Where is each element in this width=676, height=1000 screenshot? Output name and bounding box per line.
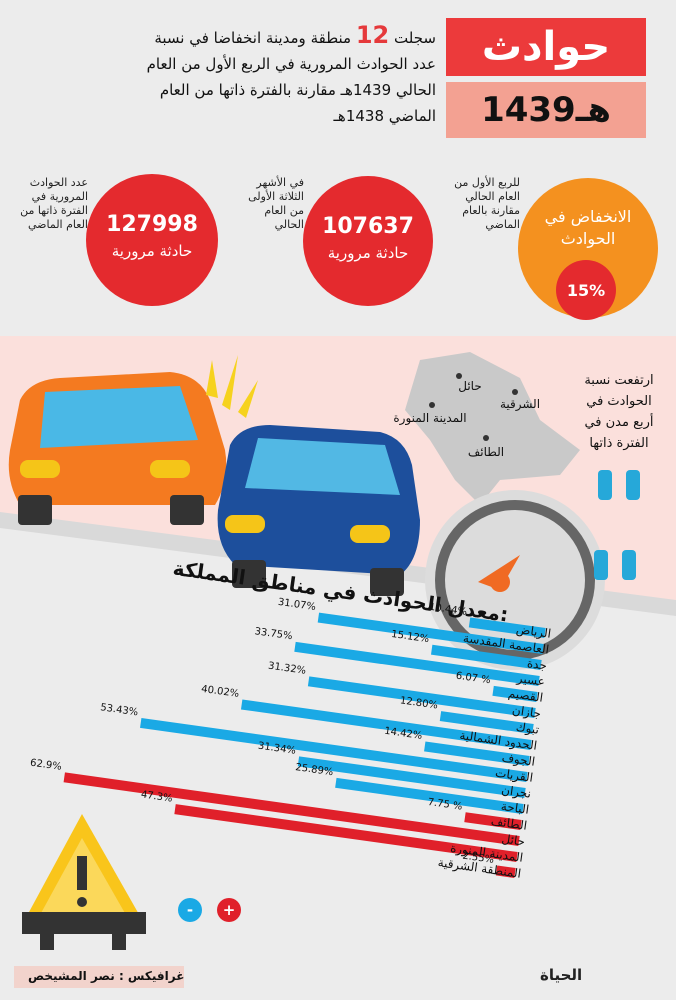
- bar-label-12: 7.75 %: [427, 797, 463, 813]
- map-city-sharqiya: الشرقية: [500, 397, 540, 412]
- year-banner: 1439هـ: [446, 82, 646, 138]
- headline-before: سجلت: [394, 29, 436, 47]
- map-city-madinah: المدينة المنورة: [393, 411, 466, 426]
- decline-note: للربع الأول من العام الحالي مقارنة بالعا…: [454, 176, 520, 231]
- bar-1: [317, 612, 544, 654]
- bar-label-1: 31.07%: [277, 597, 316, 613]
- bar-10: [297, 756, 526, 798]
- bar-label-11: 25.89%: [295, 762, 334, 778]
- blue-car-icon: [217, 425, 420, 596]
- bar-label-14: 47.3%: [140, 789, 173, 804]
- map-city-taif: الطائف: [468, 445, 504, 459]
- current-note: عدد الحوادث المرورية في الفترة ذاتها من …: [20, 176, 88, 231]
- credit-text: غرافيكس : نصر المشيخص: [28, 969, 185, 983]
- bar-label-13: 62.9%: [29, 758, 62, 773]
- title-banner: حوادث: [446, 18, 646, 76]
- previous-total-circle: 107637 حادثة مرورية: [303, 176, 433, 306]
- category-label-10: نجران: [500, 783, 532, 802]
- category-label-5: جازان: [511, 703, 542, 722]
- celebrating-people-icon: [594, 470, 640, 580]
- credit-bar: [14, 966, 184, 988]
- bar-5: [307, 676, 536, 718]
- bar-13: [63, 772, 520, 846]
- category-label-9: القريات: [494, 766, 534, 786]
- rise-note: ارتفعت نسبة الحوادث في أربع مدن في الفتر…: [584, 373, 654, 451]
- category-label-0: الرياض: [515, 622, 552, 642]
- previous-value: 107637: [322, 214, 414, 239]
- legend-plus-label: +: [223, 901, 236, 919]
- legend-plus-icon: [217, 898, 241, 922]
- decline-value: 15%: [566, 280, 606, 300]
- legend-minus-icon: [178, 898, 202, 922]
- bar-label-8: 14.42%: [384, 726, 423, 742]
- category-label-12: الطائف: [490, 814, 528, 833]
- map-city-hail: حائل: [458, 379, 482, 393]
- previous-unit: حادثة مرورية: [327, 244, 409, 262]
- headline-after: منطقة ومدينة انخفاضا في نسبة عدد الحوادث…: [146, 29, 436, 125]
- bar-7: [240, 699, 532, 750]
- bar-label-3: 33.75%: [254, 626, 293, 642]
- bar-14: [174, 804, 518, 862]
- saudi-map-icon: [405, 352, 580, 505]
- bar-label-15: 2.55%: [462, 851, 495, 866]
- bar-3: [294, 641, 540, 686]
- page-title: حوادث: [481, 24, 611, 70]
- current-value: 127998: [106, 212, 198, 237]
- crash-spark-icon: [206, 355, 258, 418]
- bar-4: [492, 685, 538, 702]
- category-label-3: عسير: [515, 671, 546, 690]
- bar-8: [424, 741, 530, 766]
- bar-label-6: 12.80%: [399, 695, 438, 711]
- bar-15: [495, 865, 516, 878]
- current-unit: حادثة مرورية: [111, 242, 193, 260]
- headline: سجلت 12 منطقة ومدينة انخفاضا في نسبة عدد…: [140, 22, 436, 129]
- category-label-6: تبوك: [515, 720, 540, 738]
- bar-label-7: 40.02%: [200, 684, 239, 700]
- bar-label-10: 31.34%: [257, 741, 296, 757]
- decline-value-circle: 15%: [556, 260, 616, 320]
- bar-label-9: 53.43%: [100, 702, 139, 718]
- category-label-8: الجوف: [501, 750, 536, 769]
- orange-car-icon: [8, 372, 227, 525]
- category-label-4: القصيم: [507, 686, 544, 705]
- bar-6: [439, 711, 534, 734]
- category-label-11: الباحة: [500, 799, 530, 817]
- year-label: 1439هـ: [481, 90, 611, 130]
- headline-number: 12: [355, 21, 390, 49]
- decline-label: الانخفاض في الحوادث: [544, 207, 632, 248]
- bar-11: [335, 777, 524, 814]
- bar-12: [464, 812, 522, 830]
- legend-minus-label: -: [187, 901, 193, 919]
- category-label-13: حائل: [501, 832, 526, 849]
- bar-label-5: 31.32%: [267, 661, 306, 677]
- category-label-2: جدة: [526, 656, 548, 673]
- bar-label-2: 15.12%: [391, 629, 430, 645]
- bar-2: [430, 644, 542, 670]
- bar-0: [468, 617, 546, 638]
- brand-logo: الحياة: [540, 966, 583, 984]
- bar-9: [140, 717, 528, 782]
- previous-note: في الأشهر الثلاثة الأولى من العام الحالي: [248, 176, 304, 231]
- bar-label-4: 6.07 %: [455, 671, 491, 687]
- current-total-circle: 127998 حادثة مرورية: [86, 174, 218, 306]
- warning-sign-icon: [22, 814, 146, 950]
- bar-label-0: 10.44%: [428, 602, 467, 618]
